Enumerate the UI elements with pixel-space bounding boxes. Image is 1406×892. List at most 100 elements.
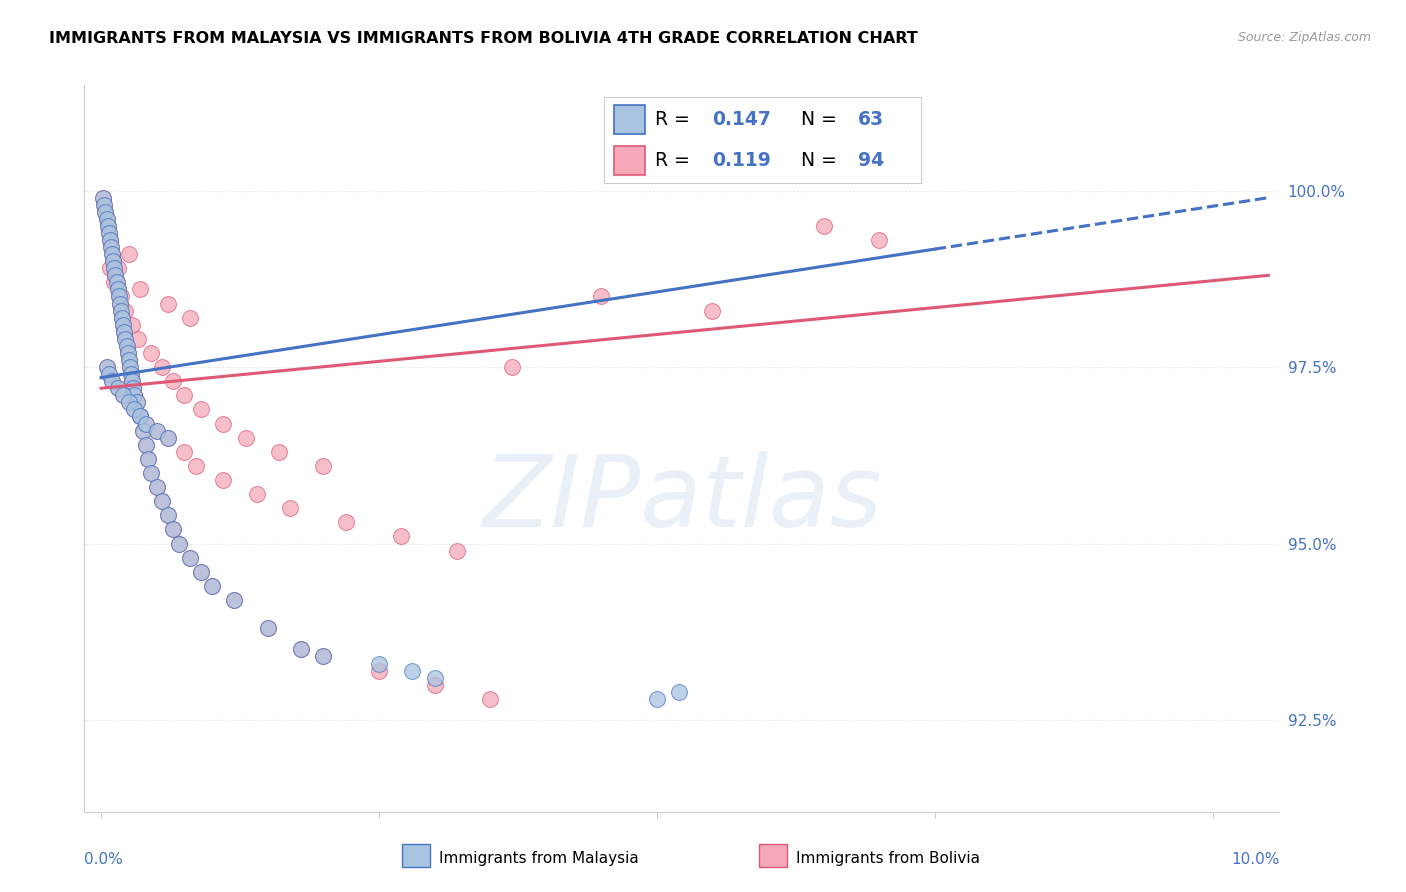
Point [94,204,117,219]
Point [97,226,120,240]
Point [290,642,312,657]
Point [129,282,152,296]
Text: IMMIGRANTS FROM MALAYSIA VS IMMIGRANTS FROM BOLIVIA 4TH GRADE CORRELATION CHART: IMMIGRANTS FROM MALAYSIA VS IMMIGRANTS F… [49,31,918,46]
Point [103,261,125,276]
Point [125,395,148,409]
Point [125,395,148,409]
Point [156,508,179,523]
Point [120,367,142,381]
Point [104,268,127,283]
Point [446,543,468,558]
Point [401,664,423,678]
Point [118,360,141,375]
Point [100,240,122,254]
Point [668,684,690,698]
Point [97,219,120,233]
Point [139,466,162,480]
Point [162,522,184,536]
Point [114,303,136,318]
Point [101,374,124,388]
Point [129,409,152,424]
Point [201,579,224,593]
Point [167,536,190,550]
Point [267,444,290,458]
Point [103,254,125,268]
Point [129,409,152,424]
Point [101,247,124,261]
Point [105,276,128,290]
Point [479,691,502,706]
Point [150,494,173,508]
Point [162,374,184,388]
Point [127,332,149,346]
Point [115,339,138,353]
Point [107,261,129,276]
Point [105,276,128,290]
Point [112,388,135,402]
Point [129,409,152,424]
Point [145,424,167,438]
Text: Source: ZipAtlas.com: Source: ZipAtlas.com [1237,31,1371,45]
Point [132,424,155,438]
Point [110,303,132,318]
Point [702,303,724,318]
Point [118,247,141,261]
Point [278,501,301,516]
Point [111,310,134,325]
Point [107,282,129,296]
Point [224,593,246,607]
Point [107,282,129,296]
Point [97,367,120,381]
Point [645,691,668,706]
Point [118,353,141,368]
Text: Immigrants from Bolivia: Immigrants from Bolivia [796,851,980,865]
Point [111,310,134,325]
Point [134,417,156,431]
Point [103,276,125,290]
Point [184,458,207,473]
Point [96,211,118,226]
Text: 0.0%: 0.0% [84,852,124,867]
Point [145,480,167,494]
Point [110,303,132,318]
Point [93,198,115,212]
Point [190,565,212,579]
Point [120,367,142,381]
Point [368,664,391,678]
Point [91,191,114,205]
Point [139,466,162,480]
Point [112,318,135,332]
Point [97,226,120,240]
Point [103,254,125,268]
Point [108,289,131,303]
Point [129,409,152,424]
Point [108,296,131,310]
Point [108,289,131,303]
Point [98,261,121,276]
Point [122,381,145,395]
Point [224,593,246,607]
Point [179,310,201,325]
Point [93,198,115,212]
Point [150,494,173,508]
Point [96,360,118,375]
Text: Immigrants from Malaysia: Immigrants from Malaysia [439,851,638,865]
Point [868,233,890,247]
Point [104,268,127,283]
Point [423,671,446,685]
Point [124,388,146,402]
Point [121,318,143,332]
Point [115,339,138,353]
Point [114,332,136,346]
Point [173,444,195,458]
Point [591,289,613,303]
Point [312,649,335,664]
Point [124,388,146,402]
Point [179,550,201,565]
Point [107,381,129,395]
Point [136,451,159,466]
Point [117,346,139,360]
Point [121,374,143,388]
Point [235,431,257,445]
Point [100,240,122,254]
